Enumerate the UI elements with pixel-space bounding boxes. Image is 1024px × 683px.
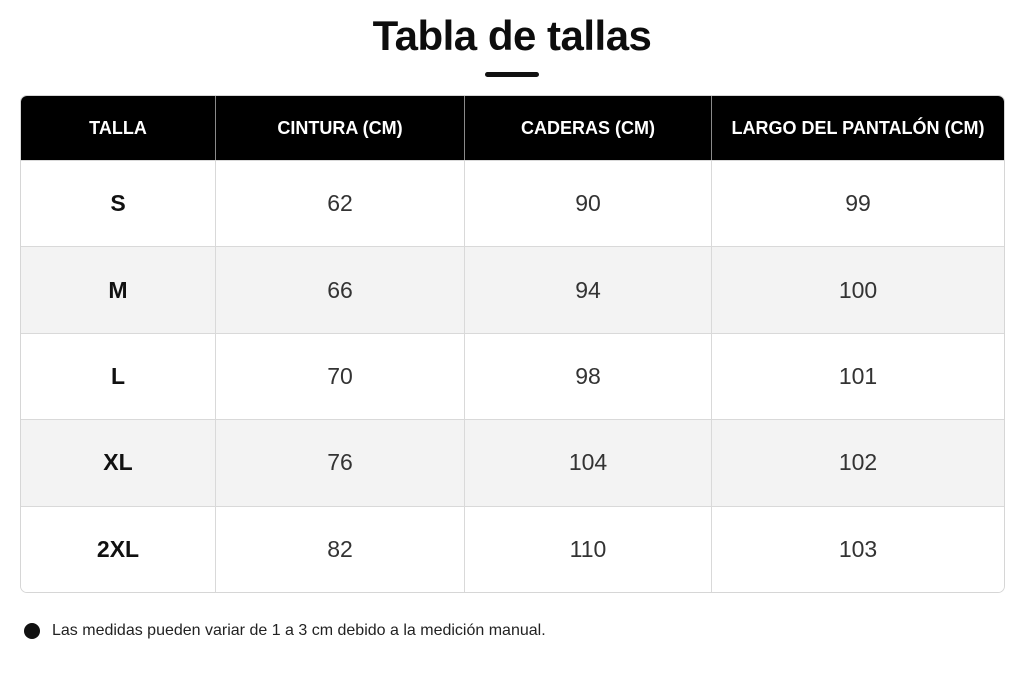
hips-cell: 110 <box>465 505 712 592</box>
length-cell: 103 <box>712 505 1004 592</box>
hips-cell: 94 <box>465 246 712 333</box>
column-header-largo: LARGO DEL PANTALÓN (CM) <box>712 96 1004 160</box>
note-text: Las medidas pueden variar de 1 a 3 cm de… <box>52 622 546 639</box>
table-row: M 66 94 100 <box>21 246 1004 333</box>
column-header-caderas: CADERAS (CM) <box>465 96 712 160</box>
size-table: TALLA CINTURA (CM) CADERAS (CM) LARGO DE… <box>20 95 1005 593</box>
column-header-cintura: CINTURA (CM) <box>216 96 465 160</box>
length-cell: 100 <box>712 246 1004 333</box>
size-cell: 2XL <box>21 505 216 592</box>
waist-cell: 66 <box>216 246 465 333</box>
hips-cell: 104 <box>465 419 712 506</box>
measurement-note: Las medidas pueden variar de 1 a 3 cm de… <box>24 622 546 640</box>
length-cell: 101 <box>712 332 1004 420</box>
size-cell: L <box>21 332 216 420</box>
waist-cell: 82 <box>216 505 465 592</box>
waist-cell: 70 <box>216 332 465 420</box>
column-header-talla: TALLA <box>21 96 216 160</box>
table-row: S 62 90 99 <box>21 160 1004 247</box>
hips-cell: 98 <box>465 332 712 420</box>
length-cell: 102 <box>712 419 1004 506</box>
size-cell: XL <box>21 419 216 506</box>
length-cell: 99 <box>712 160 1004 247</box>
bullet-icon <box>24 623 40 639</box>
hips-cell: 90 <box>465 160 712 247</box>
waist-cell: 76 <box>216 419 465 506</box>
table-row: L 70 98 101 <box>21 332 1004 420</box>
size-cell: S <box>21 160 216 247</box>
table-row: 2XL 82 110 103 <box>21 505 1004 592</box>
table-header-row: TALLA CINTURA (CM) CADERAS (CM) LARGO DE… <box>21 96 1004 160</box>
size-cell: M <box>21 246 216 333</box>
waist-cell: 62 <box>216 160 465 247</box>
title-underline <box>485 72 539 77</box>
page-title: Tabla de tallas <box>372 12 652 59</box>
table-row: XL 76 104 102 <box>21 419 1004 506</box>
